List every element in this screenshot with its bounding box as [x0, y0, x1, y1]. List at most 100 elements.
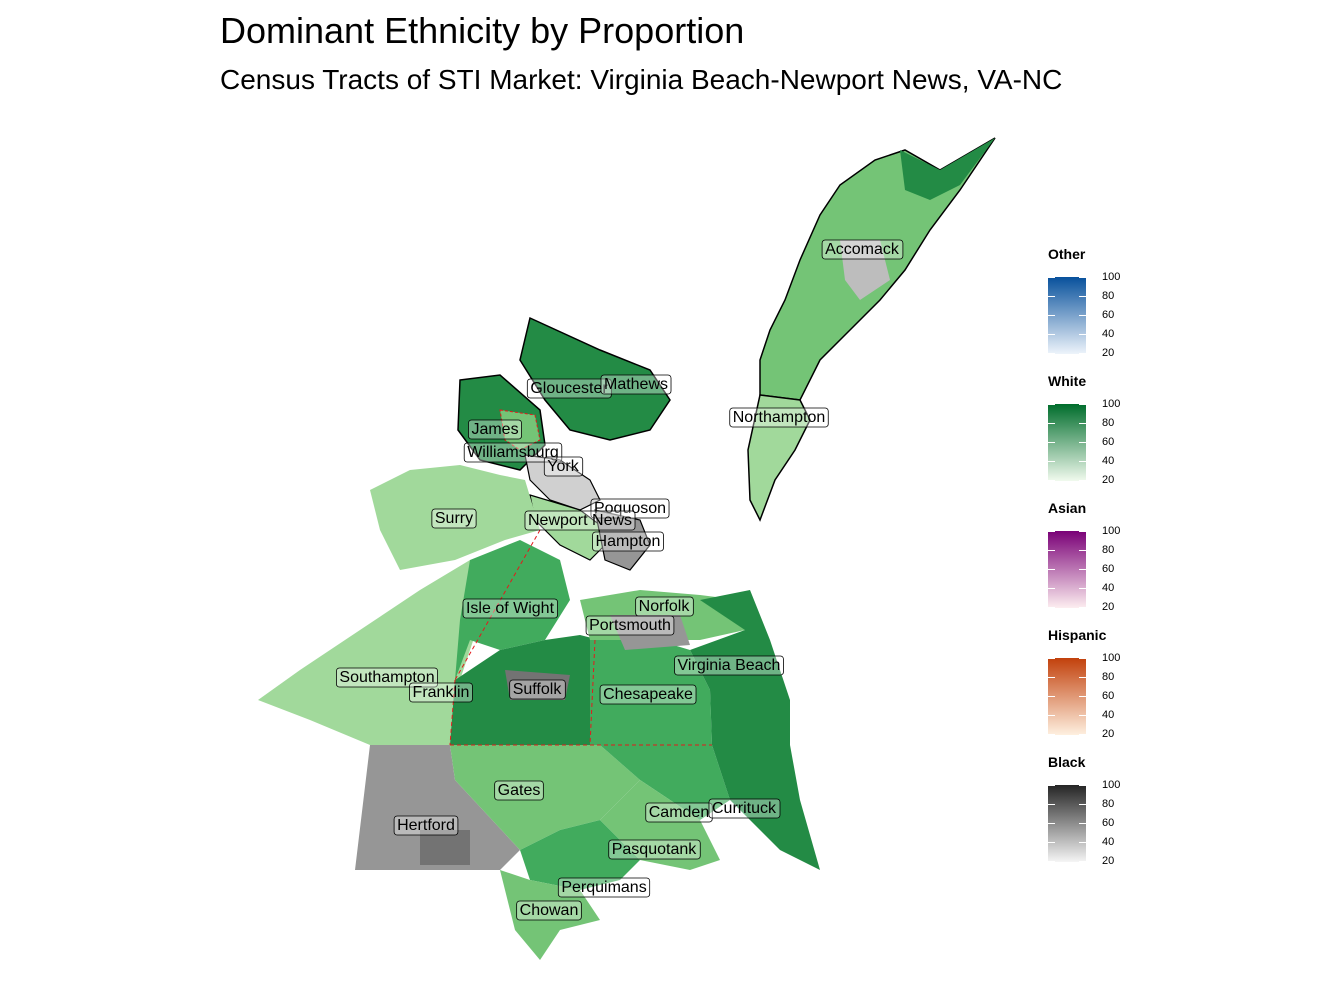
map-label-isle-of-wight: Isle of Wight [462, 598, 558, 619]
legend-tick-label: 100 [1102, 779, 1121, 791]
map-label-gloucester: Gloucester [526, 378, 612, 399]
legend-tick-label: 40 [1102, 328, 1115, 340]
region-gates [450, 745, 640, 850]
legend-tick-label: 20 [1102, 728, 1115, 740]
region-york [524, 454, 601, 511]
region-perquimans [520, 820, 640, 890]
region-northampton [747, 394, 811, 522]
svg-text:Poquoson: Poquoson [594, 500, 666, 517]
legend: Other 100 80 60 40 20 White 100 80 60 40 20 Asian 100… [1048, 244, 1158, 879]
legend-tick-label: 100 [1102, 271, 1121, 283]
legend-tick-label: 60 [1102, 563, 1115, 575]
region-virginia-beach [690, 590, 790, 745]
map-title: Dominant Ethnicity by Proportion [220, 10, 745, 51]
legend-tick-label: 80 [1102, 417, 1115, 429]
svg-text:James: James [471, 421, 518, 438]
legend-tick-label: 60 [1102, 309, 1115, 321]
svg-text:Chowan: Chowan [520, 902, 579, 919]
legend-tick-label: 40 [1102, 836, 1115, 848]
svg-text:Newport News: Newport News [528, 512, 632, 529]
map-label-chowan: Chowan [516, 900, 582, 921]
legend-other: Other 100 80 60 40 20 [1048, 244, 1158, 371]
map-label-perquimans: Perquimans [557, 877, 651, 898]
legend-tick-label: 20 [1102, 855, 1115, 867]
region-camden [600, 745, 730, 820]
svg-text:Chesapeake: Chesapeake [603, 686, 693, 703]
legend-tick-label: 40 [1102, 582, 1115, 594]
region-chowan [500, 870, 600, 960]
map-label-poquoson: Poquoson [590, 498, 670, 519]
svg-text:Surry: Surry [435, 510, 473, 527]
map-label-hampton: Hampton [592, 531, 664, 552]
legend-tick-label: 60 [1102, 436, 1115, 448]
map-label-currituck: Currituck [708, 798, 781, 819]
map-label-williamsburg: Williamsburg [463, 442, 563, 463]
legend-title: Asian [1048, 500, 1087, 516]
legend-colorbar [1048, 404, 1086, 481]
svg-text:Hertford: Hertford [397, 817, 455, 834]
legend-tick-label: 80 [1102, 671, 1115, 683]
map-label-portsmouth: Portsmouth [585, 615, 675, 636]
svg-text:Camden: Camden [649, 804, 709, 821]
legend-title: Black [1048, 754, 1086, 770]
region-currituck [712, 745, 820, 870]
map-label-virginia-beach: Virginia Beach [674, 655, 784, 676]
legend-asian: Asian 100 80 60 40 20 [1048, 498, 1158, 625]
legend-tick-label: 100 [1102, 652, 1121, 664]
map-label-newport-news: Newport News [524, 510, 636, 531]
svg-text:York: York [547, 458, 579, 475]
svg-text:Williamsburg: Williamsburg [467, 444, 559, 461]
legend-tick-label: 20 [1102, 474, 1115, 486]
legend-tick-label: 40 [1102, 709, 1115, 721]
svg-text:Portsmouth: Portsmouth [589, 617, 671, 634]
legend-black: Black 100 80 60 40 20 [1048, 752, 1158, 879]
svg-text:Gates: Gates [498, 782, 541, 799]
map-label-norfolk: Norfolk [635, 596, 694, 617]
svg-text:Hampton: Hampton [596, 533, 661, 550]
map-label-mathews: Mathews [600, 374, 672, 395]
svg-text:Suffolk: Suffolk [513, 681, 563, 698]
svg-text:Perquimans: Perquimans [561, 879, 646, 896]
svg-text:Accomack: Accomack [825, 241, 900, 258]
svg-text:Currituck: Currituck [712, 800, 777, 817]
legend-colorbar [1048, 277, 1086, 354]
svg-text:Virginia Beach: Virginia Beach [678, 657, 781, 674]
map-label-accomack: Accomack [821, 239, 904, 260]
legend-tick-label: 80 [1102, 798, 1115, 810]
map-label-franklin: Franklin [409, 682, 473, 703]
legend-white: White 100 80 60 40 20 [1048, 371, 1158, 498]
map-label-surry: Surry [431, 508, 477, 529]
legend-title: Other [1048, 246, 1086, 262]
map-label-northampton: Northampton [729, 407, 829, 428]
region-hertford [355, 745, 520, 870]
svg-text:Northampton: Northampton [733, 409, 826, 426]
region-surry [370, 465, 540, 570]
map-label-southampton: Southampton [336, 667, 438, 688]
svg-text:Mathews: Mathews [604, 376, 668, 393]
legend-colorbar [1048, 785, 1086, 862]
map-label-pasquotank: Pasquotank [608, 839, 701, 860]
legend-title: Hispanic [1048, 627, 1107, 643]
region-pasquotank [600, 780, 720, 870]
region-chesapeake [590, 635, 712, 745]
legend-tick-label: 20 [1102, 347, 1115, 359]
legend-tick-label: 60 [1102, 690, 1115, 702]
svg-text:Southampton: Southampton [339, 669, 434, 686]
svg-text:Pasquotank: Pasquotank [612, 841, 698, 858]
legend-tick-label: 80 [1102, 544, 1115, 556]
map-label-camden: Camden [645, 802, 713, 823]
legend-hispanic: Hispanic 100 80 60 40 20 [1048, 625, 1158, 752]
map-label-york: York [543, 456, 584, 477]
map-label-james: James [468, 419, 522, 440]
map-subtitle: Census Tracts of STI Market: Virginia Be… [220, 64, 1063, 95]
svg-text:Gloucester: Gloucester [530, 380, 608, 397]
svg-text:Norfolk: Norfolk [639, 598, 691, 615]
region-isle-of-wight [455, 540, 570, 680]
legend-colorbar [1048, 658, 1086, 735]
map-label-hertford: Hertford [393, 815, 459, 836]
legend-tick-label: 40 [1102, 455, 1115, 467]
legend-tick-label: 100 [1102, 398, 1121, 410]
map-label-suffolk: Suffolk [509, 679, 566, 700]
svg-text:Isle of Wight: Isle of Wight [466, 600, 555, 617]
